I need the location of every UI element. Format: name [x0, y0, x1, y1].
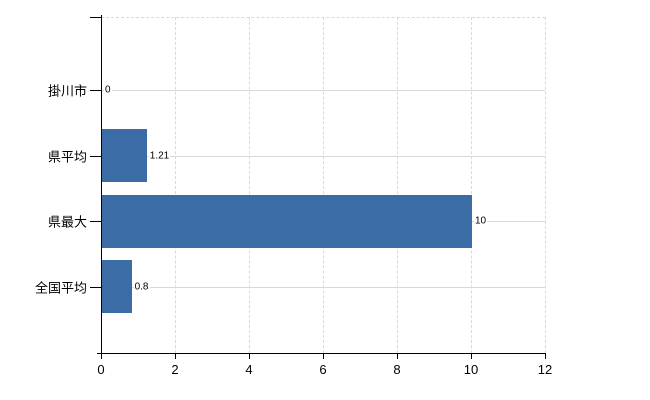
- value-label: 1.21: [148, 150, 171, 161]
- y-axis: [101, 15, 102, 353]
- x-tick-label: 2: [171, 362, 179, 377]
- x-tick-label: 10: [463, 362, 479, 377]
- x-tick-label: 8: [393, 362, 401, 377]
- category-label: 全国平均: [34, 280, 87, 295]
- bar: [102, 260, 132, 313]
- x-tick: [175, 353, 176, 359]
- category-label: 県最大: [47, 214, 87, 230]
- x-tick: [101, 353, 102, 359]
- x-tick: [323, 353, 324, 359]
- y-axis-end-tick: [90, 17, 101, 18]
- y-tick: [90, 90, 101, 91]
- x-gridline: [323, 17, 324, 353]
- bar: [102, 129, 147, 182]
- x-tick: [397, 353, 398, 359]
- x-tick: [249, 353, 250, 359]
- x-axis: [97, 353, 546, 354]
- x-tick: [471, 353, 472, 359]
- x-gridline: [175, 17, 176, 353]
- x-gridline: [471, 17, 472, 353]
- y-tick: [90, 286, 101, 288]
- y-tick: [90, 221, 101, 222]
- x-gridline: [397, 17, 398, 353]
- x-tick: [545, 353, 546, 359]
- x-tick-label: 12: [537, 362, 553, 377]
- bar: [102, 194, 472, 248]
- y-gridline: [101, 286, 545, 288]
- value-label: 10: [474, 215, 488, 227]
- x-tick-label: 0: [97, 362, 105, 377]
- x-tick-label: 6: [319, 362, 327, 377]
- value-label: 0.8: [133, 281, 150, 292]
- x-tick-label: 4: [245, 362, 253, 377]
- x-gridline: [545, 17, 546, 353]
- y-tick: [90, 155, 101, 157]
- x-gridline: [249, 17, 250, 353]
- category-label: 県平均: [47, 149, 87, 164]
- y-gridline: [101, 90, 545, 91]
- category-label: 掛川市: [47, 83, 87, 99]
- y-gridline: [101, 155, 545, 157]
- value-label: 0: [104, 84, 112, 96]
